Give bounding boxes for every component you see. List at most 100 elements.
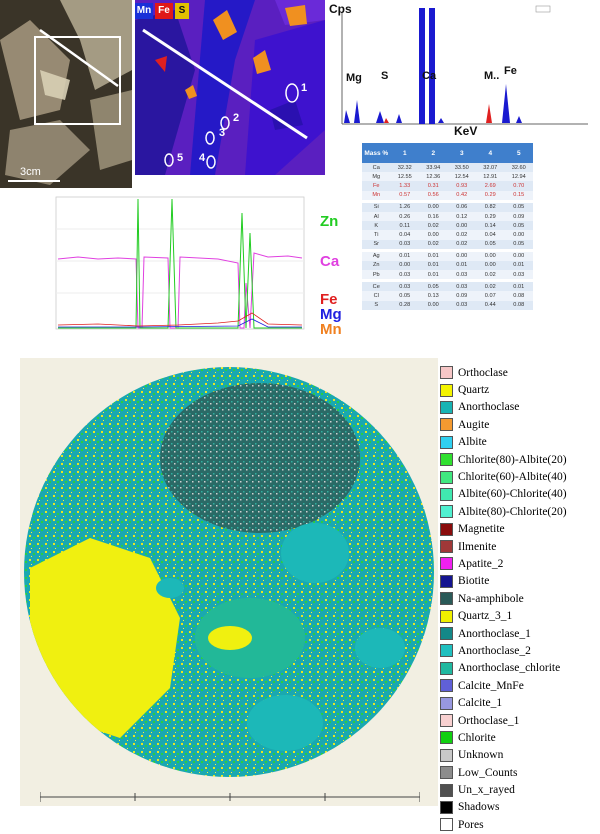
label-ca: Ca bbox=[320, 253, 340, 270]
legend-label: Apatite_2 bbox=[458, 557, 504, 570]
mass-table: Mass % 1 2 3 4 5 Ca 32.32 33.94 33.50 32.07 3… bbox=[362, 143, 533, 310]
table-row: Mg 12.55 12.36 12.54 12.91 12.94 bbox=[362, 172, 533, 182]
scale-label: 3cm bbox=[20, 166, 41, 178]
legend-item: Albite(60)-Chlorite(40) bbox=[440, 486, 598, 503]
table-row: Cl 0.05 0.13 0.09 0.07 0.08 bbox=[362, 291, 533, 301]
legend-label: Pores bbox=[458, 818, 484, 831]
table-row: S 0.28 0.00 0.03 0.44 0.08 bbox=[362, 300, 533, 310]
legend-label: Albite(80)-Chlorite(20) bbox=[458, 505, 567, 518]
value-cell: 0.03 bbox=[390, 282, 419, 292]
legend-item: Anorthoclase_chlorite bbox=[440, 660, 598, 677]
legend-label: Quartz_3_1 bbox=[458, 610, 513, 623]
value-cell: 0.02 bbox=[419, 221, 448, 231]
label-fe: Fe bbox=[320, 291, 338, 308]
header-cell: Mass % bbox=[362, 143, 391, 163]
table-row: Sr 0.03 0.02 0.02 0.05 0.05 bbox=[362, 239, 533, 249]
value-cell: 32.60 bbox=[504, 163, 533, 173]
value-cell: 0.03 bbox=[447, 282, 476, 292]
value-cell: 0.00 bbox=[447, 251, 476, 261]
value-cell: 0.16 bbox=[419, 211, 448, 222]
legend-swatch bbox=[440, 470, 453, 484]
line-scan-plot bbox=[55, 196, 305, 330]
composition-table: Mass % 1 2 3 4 5 Ca 32.32 33.94 33.50 32.07 3… bbox=[362, 143, 533, 351]
element-map-image bbox=[135, 0, 325, 175]
legend-item: Pores bbox=[440, 816, 598, 833]
value-cell: 1.26 bbox=[390, 202, 419, 212]
legend-item: Calcite_MnFe bbox=[440, 677, 598, 694]
legend-item: Chlorite bbox=[440, 729, 598, 746]
legend-swatch bbox=[440, 522, 453, 536]
element-cell: Si bbox=[362, 202, 391, 212]
legend-item: Ilmenite bbox=[440, 538, 598, 555]
value-cell: 0.00 bbox=[504, 251, 533, 261]
value-cell: 0.14 bbox=[476, 221, 505, 231]
peak-label: Fe bbox=[504, 65, 517, 77]
value-cell: 0.01 bbox=[504, 260, 533, 271]
value-cell: 12.54 bbox=[447, 172, 476, 182]
legend-label: Anorthoclase bbox=[458, 401, 520, 414]
element-cell: Al bbox=[362, 211, 391, 222]
legend-item: Calcite_1 bbox=[440, 694, 598, 711]
legend-label: Anorthoclase_chlorite bbox=[458, 662, 561, 675]
legend-s: S bbox=[175, 3, 189, 19]
value-cell: 0.93 bbox=[447, 181, 476, 191]
legend-item: Albite bbox=[440, 434, 598, 451]
table-row: Ce 0.03 0.05 0.03 0.02 0.01 bbox=[362, 282, 533, 292]
value-cell: 0.03 bbox=[390, 239, 419, 249]
value-cell: 12.91 bbox=[476, 172, 505, 182]
legend-item: Orthoclase_1 bbox=[440, 712, 598, 729]
row-gap bbox=[362, 248, 533, 252]
legend-swatch bbox=[440, 800, 453, 814]
scan-line bbox=[39, 28, 119, 88]
element-cell: Ca bbox=[362, 163, 391, 173]
legend-label: Magnetite bbox=[458, 523, 505, 536]
table-row: Ti 0.04 0.00 0.02 0.04 0.00 bbox=[362, 230, 533, 240]
table-row: Si 1.26 0.00 0.06 0.82 0.05 bbox=[362, 202, 533, 212]
legend-label: Quartz bbox=[458, 384, 490, 397]
selection-box bbox=[34, 36, 121, 125]
scan-line bbox=[142, 28, 308, 140]
value-cell: 0.00 bbox=[419, 300, 448, 310]
legend-item: Anorthoclase_2 bbox=[440, 642, 598, 659]
value-cell: 0.13 bbox=[419, 291, 448, 301]
value-cell: 0.04 bbox=[476, 230, 505, 240]
legend-swatch bbox=[440, 487, 453, 501]
eds-spectrum: Cps KeV Mg S Ca M.. Fe bbox=[326, 0, 600, 140]
legend-label: Chlorite(60)-Albite(40) bbox=[458, 471, 567, 484]
legend-item: Anorthoclase bbox=[440, 399, 598, 416]
value-cell: 0.03 bbox=[447, 300, 476, 310]
value-cell: 0.03 bbox=[390, 270, 419, 280]
element-cell: Ag bbox=[362, 251, 391, 261]
table-row: Pb 0.03 0.01 0.03 0.02 0.03 bbox=[362, 270, 533, 280]
legend-label: Ilmenite bbox=[458, 540, 497, 553]
element-cell: Pb bbox=[362, 270, 391, 280]
value-cell: 0.01 bbox=[390, 251, 419, 261]
point-label: 3 bbox=[219, 127, 226, 139]
value-cell: 0.04 bbox=[390, 230, 419, 240]
row-gap bbox=[362, 279, 533, 283]
element-cell: S bbox=[362, 300, 391, 310]
scale-strip bbox=[40, 792, 420, 802]
legend-item: Quartz_3_1 bbox=[440, 607, 598, 624]
value-cell: 0.56 bbox=[419, 190, 448, 200]
legend-swatch bbox=[440, 418, 453, 432]
point-label: 1 bbox=[301, 82, 308, 94]
value-cell: 0.26 bbox=[390, 211, 419, 222]
value-cell: 33.50 bbox=[447, 163, 476, 173]
value-cell: 0.07 bbox=[476, 291, 505, 301]
legend-item: Apatite_2 bbox=[440, 555, 598, 572]
value-cell: 0.05 bbox=[504, 202, 533, 212]
peak-label: M.. bbox=[484, 70, 500, 82]
value-cell: 0.00 bbox=[504, 230, 533, 240]
value-cell: 12.36 bbox=[419, 172, 448, 182]
value-cell: 0.42 bbox=[447, 190, 476, 200]
value-cell: 12.94 bbox=[504, 172, 533, 182]
value-cell: 12.55 bbox=[390, 172, 419, 182]
legend-swatch bbox=[440, 731, 453, 745]
value-cell: 32.32 bbox=[390, 163, 419, 173]
peak-label: Ca bbox=[422, 70, 437, 82]
legend-item: Quartz bbox=[440, 381, 598, 398]
element-cell: Ce bbox=[362, 282, 391, 292]
value-cell: 0.02 bbox=[419, 239, 448, 249]
legend-swatch bbox=[440, 435, 453, 449]
